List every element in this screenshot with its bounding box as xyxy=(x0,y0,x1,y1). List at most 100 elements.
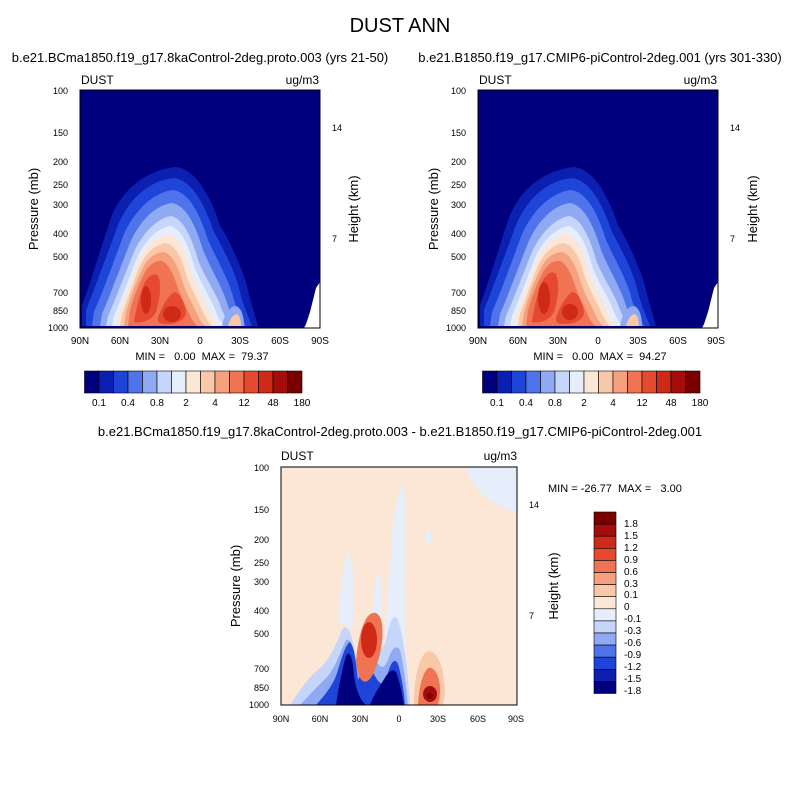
panel-1-y-tick-9: 1000 xyxy=(48,323,68,333)
panel-2-y-tick-2: 200 xyxy=(451,157,466,167)
panel-1-cbar-label-5: 12 xyxy=(238,398,250,409)
panel-2-cbar-label-7: 180 xyxy=(692,398,709,409)
panel-1-cbar-label-3: 2 xyxy=(183,398,189,409)
panel-diff-x-tick-6: 90S xyxy=(508,714,524,724)
panel-diff-y-tick-7: 700 xyxy=(254,664,269,674)
panel-1-height-label: Height (km) xyxy=(346,175,361,242)
panel-1-colorbar-swatch-10 xyxy=(229,370,245,394)
panel-diff-y-label: Pressure (mb) xyxy=(228,545,243,627)
panel-2-variable-label: DUST xyxy=(479,73,512,87)
panel-2-y-tick-3: 250 xyxy=(451,180,466,190)
panel-1-y-tick-3: 250 xyxy=(53,180,68,190)
panel-2-y-tick-4: 300 xyxy=(451,200,466,210)
panel-2-cbar-label-2: 0.8 xyxy=(548,398,562,409)
panel-diff-y-tick-5: 400 xyxy=(254,606,269,616)
panel-diff-stats: MIN = -26.77 MAX = 3.00 xyxy=(548,483,682,495)
panel-diff-cbar-label-3: 0.9 xyxy=(624,555,638,566)
panel-2-colorbar-swatch-14 xyxy=(685,370,701,394)
panel-1-colorbar-swatch-4 xyxy=(142,370,158,394)
panel-diff-colorbar-swatch-4 xyxy=(593,560,617,573)
panel-2-units-label: ug/m3 xyxy=(684,73,718,87)
panel-1-south-lobe-inner xyxy=(228,314,241,326)
panel-2-cbar-label-6: 48 xyxy=(665,398,677,409)
panel-1-colorbar-swatch-11 xyxy=(243,370,259,394)
panel-diff-y-tick-9: 1000 xyxy=(249,700,269,710)
panel-2-y-tick-9: 1000 xyxy=(446,323,466,333)
panel-1-x-tick-4: 30S xyxy=(231,336,249,347)
panel-1-y-axis: 100 150 200 250 300 400 500 700 850 1000… xyxy=(26,86,68,333)
panel-2-x-tick-6: 90S xyxy=(707,336,725,347)
panel-2-colorbar-swatch-8 xyxy=(598,370,614,394)
panel-diff-cbar-label-12: -1.2 xyxy=(624,662,642,673)
panel-diff-frame xyxy=(280,466,518,706)
panel-1-x-tick-3: 0 xyxy=(197,336,203,347)
panel-diff-colorbar-swatch-13 xyxy=(593,668,617,682)
panel-1-cbar-label-6: 48 xyxy=(267,398,279,409)
panel-diff-cbar-label-0: 1.8 xyxy=(624,519,638,530)
panel-1-x-tick-0: 90N xyxy=(71,336,89,347)
panel-1-x-axis: 90N 60N 30N 0 30S 60S 90S xyxy=(71,336,329,347)
panel-diff-colorbar xyxy=(593,511,617,694)
panel-2-y-label: Pressure (mb) xyxy=(426,168,441,250)
panel-2-colorbar-swatch-2 xyxy=(511,370,527,394)
panel-2-colorbar-swatch-1 xyxy=(496,370,512,394)
panel-2-cbar-label-5: 12 xyxy=(636,398,648,409)
panel-diff-y-tick-6: 500 xyxy=(254,629,269,639)
panel-diff-x-tick-3: 0 xyxy=(396,714,401,724)
panel-2-y-tick-8: 850 xyxy=(451,306,466,316)
panel-1-x-tick-5: 60S xyxy=(271,336,289,347)
panel-2-height-axis: 14 7 Height (km) xyxy=(730,123,760,244)
panel-1-contour-red-b xyxy=(163,306,181,322)
panel-diff-height-axis: 14 7 Height (km) xyxy=(529,500,561,621)
panel-1: b.e21.BCma1850.f19_g17.8kaControl-2deg.p… xyxy=(12,50,389,409)
panel-diff: b.e21.BCma1850.f19_g17.8kaControl-2deg.p… xyxy=(98,424,702,724)
panel-diff-negative-deep-b xyxy=(370,670,404,705)
panel-2-colorbar-swatch-6 xyxy=(569,370,585,394)
panel-1-y-tick-7: 700 xyxy=(53,288,68,298)
panel-1-cbar-label-1: 0.4 xyxy=(121,398,135,409)
panel-1-contour-red-a xyxy=(141,286,151,314)
panel-diff-y-tick-8: 850 xyxy=(254,683,269,693)
panel-diff-cbar-label-5: 0.3 xyxy=(624,579,638,590)
panel-2-x-tick-1: 60N xyxy=(509,336,527,347)
panel-diff-colorbar-swatch-8 xyxy=(593,608,617,622)
panel-1-colorbar-swatch-3 xyxy=(127,370,143,394)
panel-diff-colorbar-swatch-7 xyxy=(593,596,617,610)
panel-1-cbar-label-0: 0.1 xyxy=(92,398,106,409)
panel-1-y-tick-2: 200 xyxy=(53,157,68,167)
panel-diff-y-tick-4: 300 xyxy=(254,577,269,587)
panel-1-x-tick-6: 90S xyxy=(311,336,329,347)
panel-1-y-tick-0: 100 xyxy=(53,86,68,96)
panel-1-field xyxy=(80,90,320,328)
panel-1-colorbar-swatch-5 xyxy=(156,370,172,394)
panel-2-colorbar-swatch-11 xyxy=(641,370,657,394)
panel-2-y-tick-0: 100 xyxy=(451,86,466,96)
panel-2-contour-red-b xyxy=(562,304,578,320)
panel-diff-colorbar-swatch-12 xyxy=(593,656,617,670)
panel-1-x-tick-1: 60N xyxy=(111,336,129,347)
panel-diff-colorbar-swatch-0 xyxy=(593,511,617,525)
panel-2-colorbar-swatch-9 xyxy=(612,370,628,394)
panel-1-title: b.e21.BCma1850.f19_g17.8kaControl-2deg.p… xyxy=(12,50,389,65)
panel-diff-cbar-label-7: 0 xyxy=(624,602,630,613)
panel-diff-y-axis: 100 150 200 250 300 400 500 700 850 1000… xyxy=(228,463,269,710)
panel-2-contour-red-a xyxy=(538,282,550,314)
panel-diff-x-tick-2: 30N xyxy=(352,714,369,724)
panel-diff-x-tick-5: 60S xyxy=(470,714,486,724)
panel-1-y-tick-8: 850 xyxy=(53,306,68,316)
panel-diff-colorbar-swatch-5 xyxy=(593,572,617,585)
panel-diff-patch-a xyxy=(338,552,354,630)
panel-diff-colorbar-swatch-11 xyxy=(593,644,617,658)
figure-title: DUST ANN xyxy=(350,15,451,37)
panel-2-colorbar-swatch-0 xyxy=(482,370,498,394)
panel-1-colorbar-swatch-0 xyxy=(84,370,100,394)
panel-2-height-tick-1: 7 xyxy=(730,234,735,244)
panel-1-colorbar-swatch-9 xyxy=(214,370,230,394)
panel-2-cbar-label-0: 0.1 xyxy=(490,398,504,409)
panel-2-x-axis: 90N 60N 30N 0 30S 60S 90S xyxy=(469,336,725,347)
panel-diff-variable-label: DUST xyxy=(281,449,314,463)
panel-diff-colorbar-swatch-9 xyxy=(593,620,617,634)
panel-2-y-tick-1: 150 xyxy=(451,128,466,138)
panel-2-title: b.e21.B1850.f19_g17.CMIP6-piControl-2deg… xyxy=(418,50,782,65)
panel-2-y-tick-6: 500 xyxy=(451,252,466,262)
